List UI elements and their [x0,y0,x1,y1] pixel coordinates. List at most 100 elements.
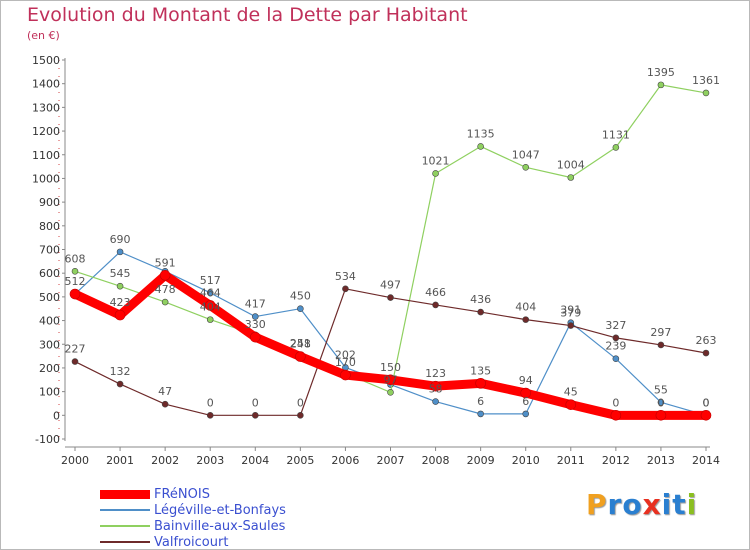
data-point [520,387,532,399]
data-label: 297 [650,326,671,339]
data-point [432,398,439,405]
legend-label: Légéville-et-Bonfays [154,502,286,518]
data-label: 534 [335,270,356,283]
data-label: 327 [605,319,626,332]
legend-swatch [100,541,150,543]
data-label: 0 [252,396,259,409]
data-label: 47 [158,385,172,398]
data-point [432,170,439,177]
y-tick-label: 0 [53,409,60,422]
y-tick-label: 700 [39,244,60,257]
y-tick-label: 600 [39,267,60,280]
data-point [477,410,484,418]
data-label: 379 [560,307,581,320]
legend-swatch [100,525,150,527]
data-label: 239 [605,340,626,353]
data-label: 123 [425,367,446,380]
data-point [114,309,126,321]
data-label: 150 [380,361,401,374]
data-point [612,355,620,362]
y-tick-label: 1000 [32,172,60,185]
data-label: 55 [654,383,668,396]
y-tick-label: 800 [39,220,60,233]
data-label: 251 [290,337,311,350]
x-tick-label: 2000 [61,454,89,467]
data-label: 404 [200,301,221,314]
data-point [700,410,712,421]
data-label: 464 [200,286,221,299]
data-label: 263 [696,334,717,347]
data-label: 690 [110,233,131,246]
x-tick-label: 2010 [512,454,540,467]
data-point [702,89,710,97]
data-point [567,174,575,181]
chart-title: Evolution du Montant de la Dette par Hab… [27,4,468,26]
legend-item: FRéNOIS [100,486,286,502]
data-point [387,389,394,396]
data-point [297,305,304,313]
x-tick-label: 2006 [331,454,359,467]
data-label: 1131 [602,128,630,141]
legend-label: Bainville-aux-Saules [154,518,286,534]
y-tick-label: 400 [39,315,60,328]
data-point [116,380,124,388]
data-label: 450 [290,290,311,303]
data-point [204,300,216,311]
y-tick-label: 1300 [32,101,60,114]
data-point [475,378,486,389]
x-tick-label: 2004 [241,454,269,467]
data-point [342,285,349,293]
y-tick-label: 300 [39,338,60,351]
data-label: 0 [297,396,304,409]
data-label: 0 [612,396,619,409]
x-tick-label: 2009 [467,454,495,467]
data-point [251,313,259,320]
y-tick-label: 1100 [32,149,60,162]
chart-unit-label: (en €) [27,29,60,42]
data-point [522,316,530,323]
x-tick-label: 2003 [196,454,224,467]
data-point [565,399,577,410]
legend-item: Valfroicourt [100,534,286,550]
x-tick-label: 2014 [692,454,720,467]
logo-letter: o [622,488,643,521]
data-label: 135 [470,364,491,377]
data-point [385,374,396,386]
legend-swatch [100,489,150,499]
data-label: 466 [425,286,446,299]
data-label: 202 [335,348,356,361]
data-label: 0 [703,396,710,409]
data-point [477,143,484,150]
x-tick-label: 2011 [557,454,585,467]
logo-letter: t [672,488,687,521]
data-label: 227 [65,343,86,356]
data-label: 1021 [422,154,450,167]
y-tick-label: 1200 [32,125,60,138]
x-tick-label: 2007 [377,454,405,467]
data-point [251,412,259,419]
proxiti-logo: Proxiti [586,488,697,521]
data-point [69,288,81,300]
data-point [522,410,530,418]
data-point [297,412,304,419]
data-point [610,410,622,421]
data-label: 0 [657,396,664,409]
x-tick-label: 2002 [151,454,179,467]
data-point [71,358,79,365]
data-point [702,349,710,357]
data-label: 478 [155,283,176,296]
data-point [430,380,441,392]
legend-swatch [100,509,150,511]
y-tick-label: 500 [39,291,60,304]
x-tick-label: 2008 [422,454,450,467]
data-label: 248 [290,338,311,351]
legend-item: Légéville-et-Bonfays [100,502,286,518]
data-point [116,282,124,290]
x-tick-label: 2005 [286,454,314,467]
logo-letter: i [661,488,673,521]
data-label: 404 [515,301,536,314]
logo-letter: i [686,488,698,521]
logo-letter: x [642,488,662,521]
